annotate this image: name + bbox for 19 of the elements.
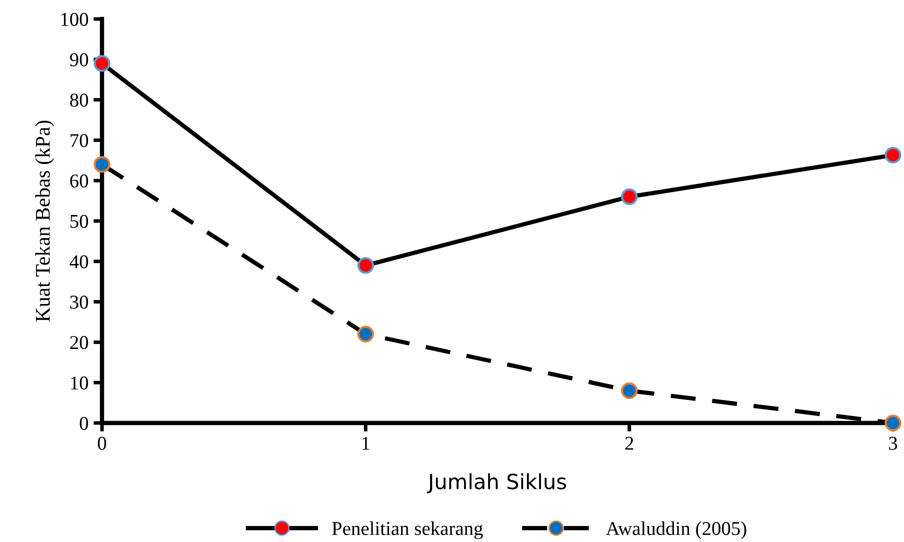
y-tick-label: 60 [70,174,88,188]
y-tick-label: 30 [70,296,88,309]
y-tick-label: 80 [70,94,88,107]
y-tick-label: 50 [70,214,88,228]
legend-label: Awaluddin (2005) [606,521,746,540]
x-tick-label: 3 [889,436,898,450]
legend-label: Penelitian sekarang [332,521,483,540]
x-tick-label: 1 [362,436,370,450]
y-tick-label: 20 [70,336,88,350]
y-axis-title: Kuat Tekan Bebas (kPa) [35,120,54,322]
y-tick-label: 70 [70,134,88,148]
x-axis-title: Jumlah Siklus [426,473,566,494]
y-tick-label: 40 [70,255,88,268]
y-tick-label: 10 [71,376,88,390]
y-tick-label: 0 [80,416,88,430]
x-tick-label: 0 [98,436,106,450]
y-tick-label: 90 [70,53,88,66]
x-tick-label: 2 [625,436,634,450]
y-tick-label: 100 [61,12,88,26]
